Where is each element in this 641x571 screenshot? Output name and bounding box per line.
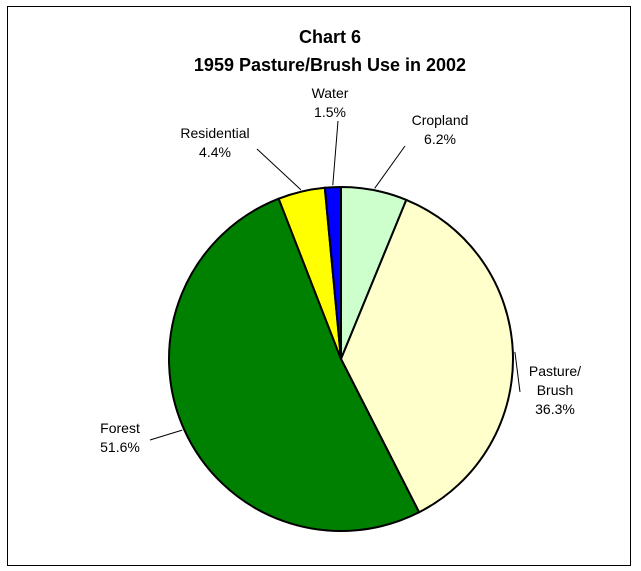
leader-line — [374, 145, 406, 189]
slice-label: Residential 4.4% — [180, 125, 249, 160]
pie-slice-forest — [168, 197, 421, 532]
pie-slice-pasture-brush — [339, 198, 514, 514]
chart-subtitle: 1959 Pasture/Brush Use in 2002 — [194, 55, 466, 75]
leader-line — [514, 351, 521, 393]
slice-label: Water 1.5% — [312, 85, 349, 120]
leader-line — [332, 120, 339, 186]
pie-slice-water — [323, 185, 342, 360]
chart-title: Chart 6 — [299, 27, 361, 47]
slice-label: Forest 51.6% — [100, 420, 140, 455]
leader-line — [256, 148, 302, 191]
slice-label: Cropland 6.2% — [412, 112, 469, 147]
leader-line — [149, 429, 183, 441]
slice-label: Pasture/Brush 36.3% — [529, 363, 581, 417]
